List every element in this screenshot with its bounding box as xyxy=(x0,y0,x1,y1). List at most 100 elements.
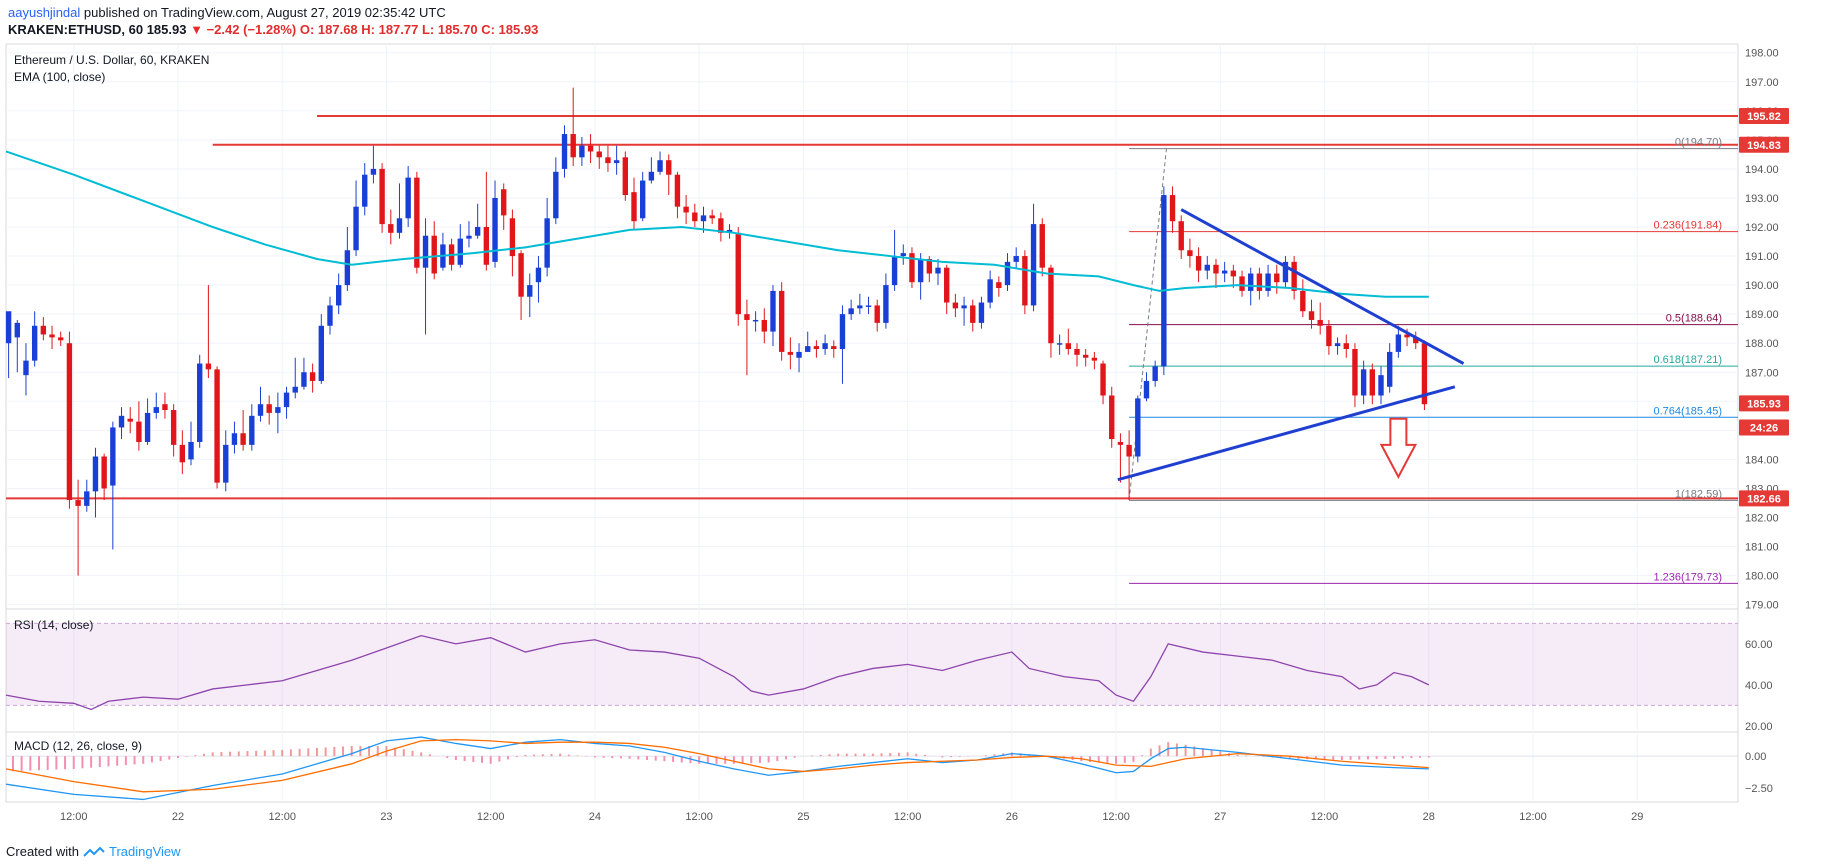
candle-body xyxy=(1117,441,1124,445)
down-arrow-annotation[interactable] xyxy=(1379,417,1418,479)
candle-body xyxy=(761,319,767,332)
candle-body xyxy=(170,410,177,445)
candle-body xyxy=(1204,264,1210,271)
candle-body xyxy=(917,258,924,283)
author-link[interactable]: aayushjindal xyxy=(8,5,81,20)
price-axis[interactable]: 198.00197.00196.00195.00194.00193.00192.… xyxy=(1745,48,1779,795)
candle-body xyxy=(865,305,872,307)
price-badge-label: 195.82 xyxy=(1747,111,1781,123)
fib-level-label: 0.764(185.45) xyxy=(1654,405,1723,417)
candle-body xyxy=(1221,270,1228,274)
macd-indicator xyxy=(5,736,1738,801)
y-tick-label: 188.00 xyxy=(1745,338,1779,350)
candle-body xyxy=(153,407,159,413)
x-tick-label: 12:00 xyxy=(60,811,88,823)
candle-body xyxy=(492,197,498,262)
main-pane[interactable] xyxy=(5,43,1739,610)
candle-body xyxy=(75,500,81,506)
candle-body xyxy=(1395,334,1402,352)
candle-body xyxy=(205,363,212,370)
support-resistance-lines[interactable] xyxy=(6,115,1738,500)
x-tick-label: 23 xyxy=(380,811,392,823)
created-with-label: Created with xyxy=(6,844,79,859)
ema-100-line xyxy=(5,150,1429,298)
candle-body xyxy=(1413,337,1419,344)
candle-body xyxy=(362,174,368,207)
candle-body xyxy=(1143,380,1150,399)
ema-legend: EMA (100, close) xyxy=(14,70,105,84)
candle-body xyxy=(744,314,750,320)
candle-body xyxy=(553,171,559,219)
candle-body xyxy=(709,215,715,219)
x-tick-label: 22 xyxy=(172,811,184,823)
candle-body xyxy=(935,267,941,274)
rsi-pane[interactable] xyxy=(5,608,1739,733)
candle-body xyxy=(379,168,385,225)
candle-body xyxy=(1378,375,1384,396)
candle-body xyxy=(405,177,411,219)
last-price: 185.93 xyxy=(146,22,187,37)
candle-body xyxy=(613,160,620,164)
candle-body xyxy=(344,250,351,286)
candle-body xyxy=(796,351,802,358)
candle-body xyxy=(900,253,906,257)
price-badge xyxy=(1739,490,1789,507)
candle-body xyxy=(257,404,264,416)
candle-body xyxy=(1386,351,1393,387)
candle-body xyxy=(353,206,359,251)
candle-body xyxy=(1248,273,1254,291)
candle-body xyxy=(1274,273,1280,283)
candle-body xyxy=(822,343,828,350)
y-tick-label: 180.00 xyxy=(1745,571,1779,583)
macd-signal-line xyxy=(5,738,1429,793)
macd-pane[interactable] xyxy=(5,731,1739,803)
x-tick-label: 12:00 xyxy=(477,811,505,823)
x-tick-label: 12:00 xyxy=(1311,811,1339,823)
candle-body xyxy=(883,285,889,323)
y-tick-label: 187.00 xyxy=(1745,367,1779,379)
candle-body xyxy=(752,319,759,322)
candle-body xyxy=(509,218,516,257)
fib-level-label: 0(194.70) xyxy=(1675,137,1722,149)
y-tick-label: 193.00 xyxy=(1745,193,1779,205)
tradingview-brand-link[interactable]: TradingView xyxy=(108,844,181,859)
candle-body xyxy=(1282,261,1289,283)
candle-body xyxy=(1300,290,1306,312)
candle-body xyxy=(66,343,73,501)
rsi-tick-label: 60.00 xyxy=(1745,639,1773,651)
triangle-trendlines[interactable] xyxy=(1117,208,1465,482)
candle-body xyxy=(335,285,342,306)
candle-body xyxy=(474,227,481,236)
y-tick-label: 190.00 xyxy=(1745,280,1779,292)
candle-body xyxy=(718,218,724,233)
x-tick-label: 25 xyxy=(797,811,809,823)
candle-body xyxy=(683,206,689,213)
price-badge-label: 24:26 xyxy=(1750,422,1778,434)
candle-body xyxy=(1308,311,1315,320)
time-axis[interactable]: 12:00 22 12:00 23 12:00 24 12:00 25 12:00 26 12:00… xyxy=(60,811,1643,823)
candle-body xyxy=(101,456,107,489)
candle-body xyxy=(431,235,437,274)
candle-body xyxy=(249,415,255,445)
price-badge-label: 182.66 xyxy=(1747,493,1781,505)
fib-level-label: 0.5(188.64) xyxy=(1666,313,1722,325)
candle-body xyxy=(162,404,168,411)
candlestick-series xyxy=(5,87,1428,576)
fibonacci-retracement[interactable]: 0(194.70) 0.236(191.84) 0.5(188.64) 0.618(1… xyxy=(1128,137,1738,584)
candle-body xyxy=(1326,325,1332,347)
candle-body xyxy=(1082,354,1089,358)
candle-body xyxy=(501,189,507,216)
candle-body xyxy=(483,227,490,265)
candle-body xyxy=(1169,195,1176,222)
publish-header: aayushjindal published on TradingView.co… xyxy=(8,4,538,38)
candle-body xyxy=(1187,250,1193,257)
candle-body xyxy=(692,212,698,222)
candle-body xyxy=(1352,349,1358,396)
candle-body xyxy=(457,238,463,265)
candle-body xyxy=(283,392,290,408)
candle-body xyxy=(1343,343,1349,350)
candle-body xyxy=(805,346,811,352)
fib-level-label: 0.618(187.21) xyxy=(1654,354,1723,366)
tradingview-logo-icon xyxy=(83,846,105,857)
